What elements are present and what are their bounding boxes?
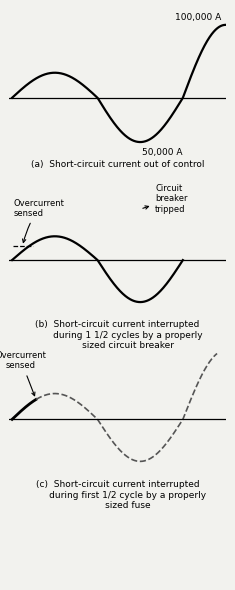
Text: Circuit
breaker
tripped: Circuit breaker tripped	[143, 184, 188, 214]
Text: Overcurrent
sensed: Overcurrent sensed	[13, 199, 64, 242]
Text: (c)  Short-circuit current interrupted
       during first 1/2 cycle by a proper: (c) Short-circuit current interrupted du…	[29, 480, 206, 510]
Text: (b)  Short-circuit current interrupted
       during 1 1/2 cycles by a properly
: (b) Short-circuit current interrupted du…	[33, 320, 202, 350]
Text: 100,000 A: 100,000 A	[175, 13, 221, 22]
Text: Overcurrent
sensed: Overcurrent sensed	[0, 351, 47, 396]
Text: 50,000 A: 50,000 A	[142, 148, 182, 157]
Text: (a)  Short-circuit current out of control: (a) Short-circuit current out of control	[31, 160, 204, 169]
